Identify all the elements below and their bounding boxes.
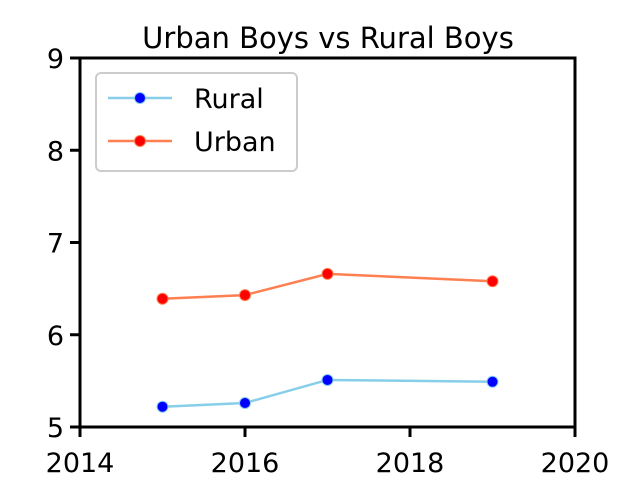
chart-title: Urban Boys vs Rural Boys [142,21,514,55]
data-point-rural [239,397,251,410]
legend-marker-urban [134,135,146,147]
data-point-rural [156,400,169,413]
series-line-urban [162,272,493,301]
data-point-rural [321,373,334,386]
y-tick-label: 7 [47,229,64,260]
data-point-rural [486,375,499,388]
series-urban [156,267,499,305]
x-tick-label: 2020 [541,448,610,479]
legend-label-urban: Urban [194,127,276,158]
legend-label-rural: Rural [194,84,264,115]
legend: Rural Urban [95,72,298,172]
y-tick-label: 5 [47,413,64,444]
x-tick-label: 2014 [46,448,115,479]
series-layer [156,267,499,413]
x-tick-label: 2018 [376,448,445,479]
data-point-urban [239,289,251,302]
y-tick-label: 8 [47,136,64,167]
data-point-urban [486,275,499,288]
data-point-urban [156,292,169,305]
y-tick-label: 9 [47,44,64,75]
legend-marker-rural [134,92,146,104]
y-tick-label: 6 [47,321,64,352]
legend-entry-urban: Urban [108,127,276,158]
y-axis: 5 6 7 8 9 [47,44,80,444]
series-line-rural [162,378,493,408]
legend-entry-rural: Rural [108,84,264,115]
series-rural [156,373,499,413]
x-axis: 2014 2016 2018 2020 [46,427,610,479]
data-point-urban [321,267,334,280]
x-tick-label: 2016 [211,448,280,479]
